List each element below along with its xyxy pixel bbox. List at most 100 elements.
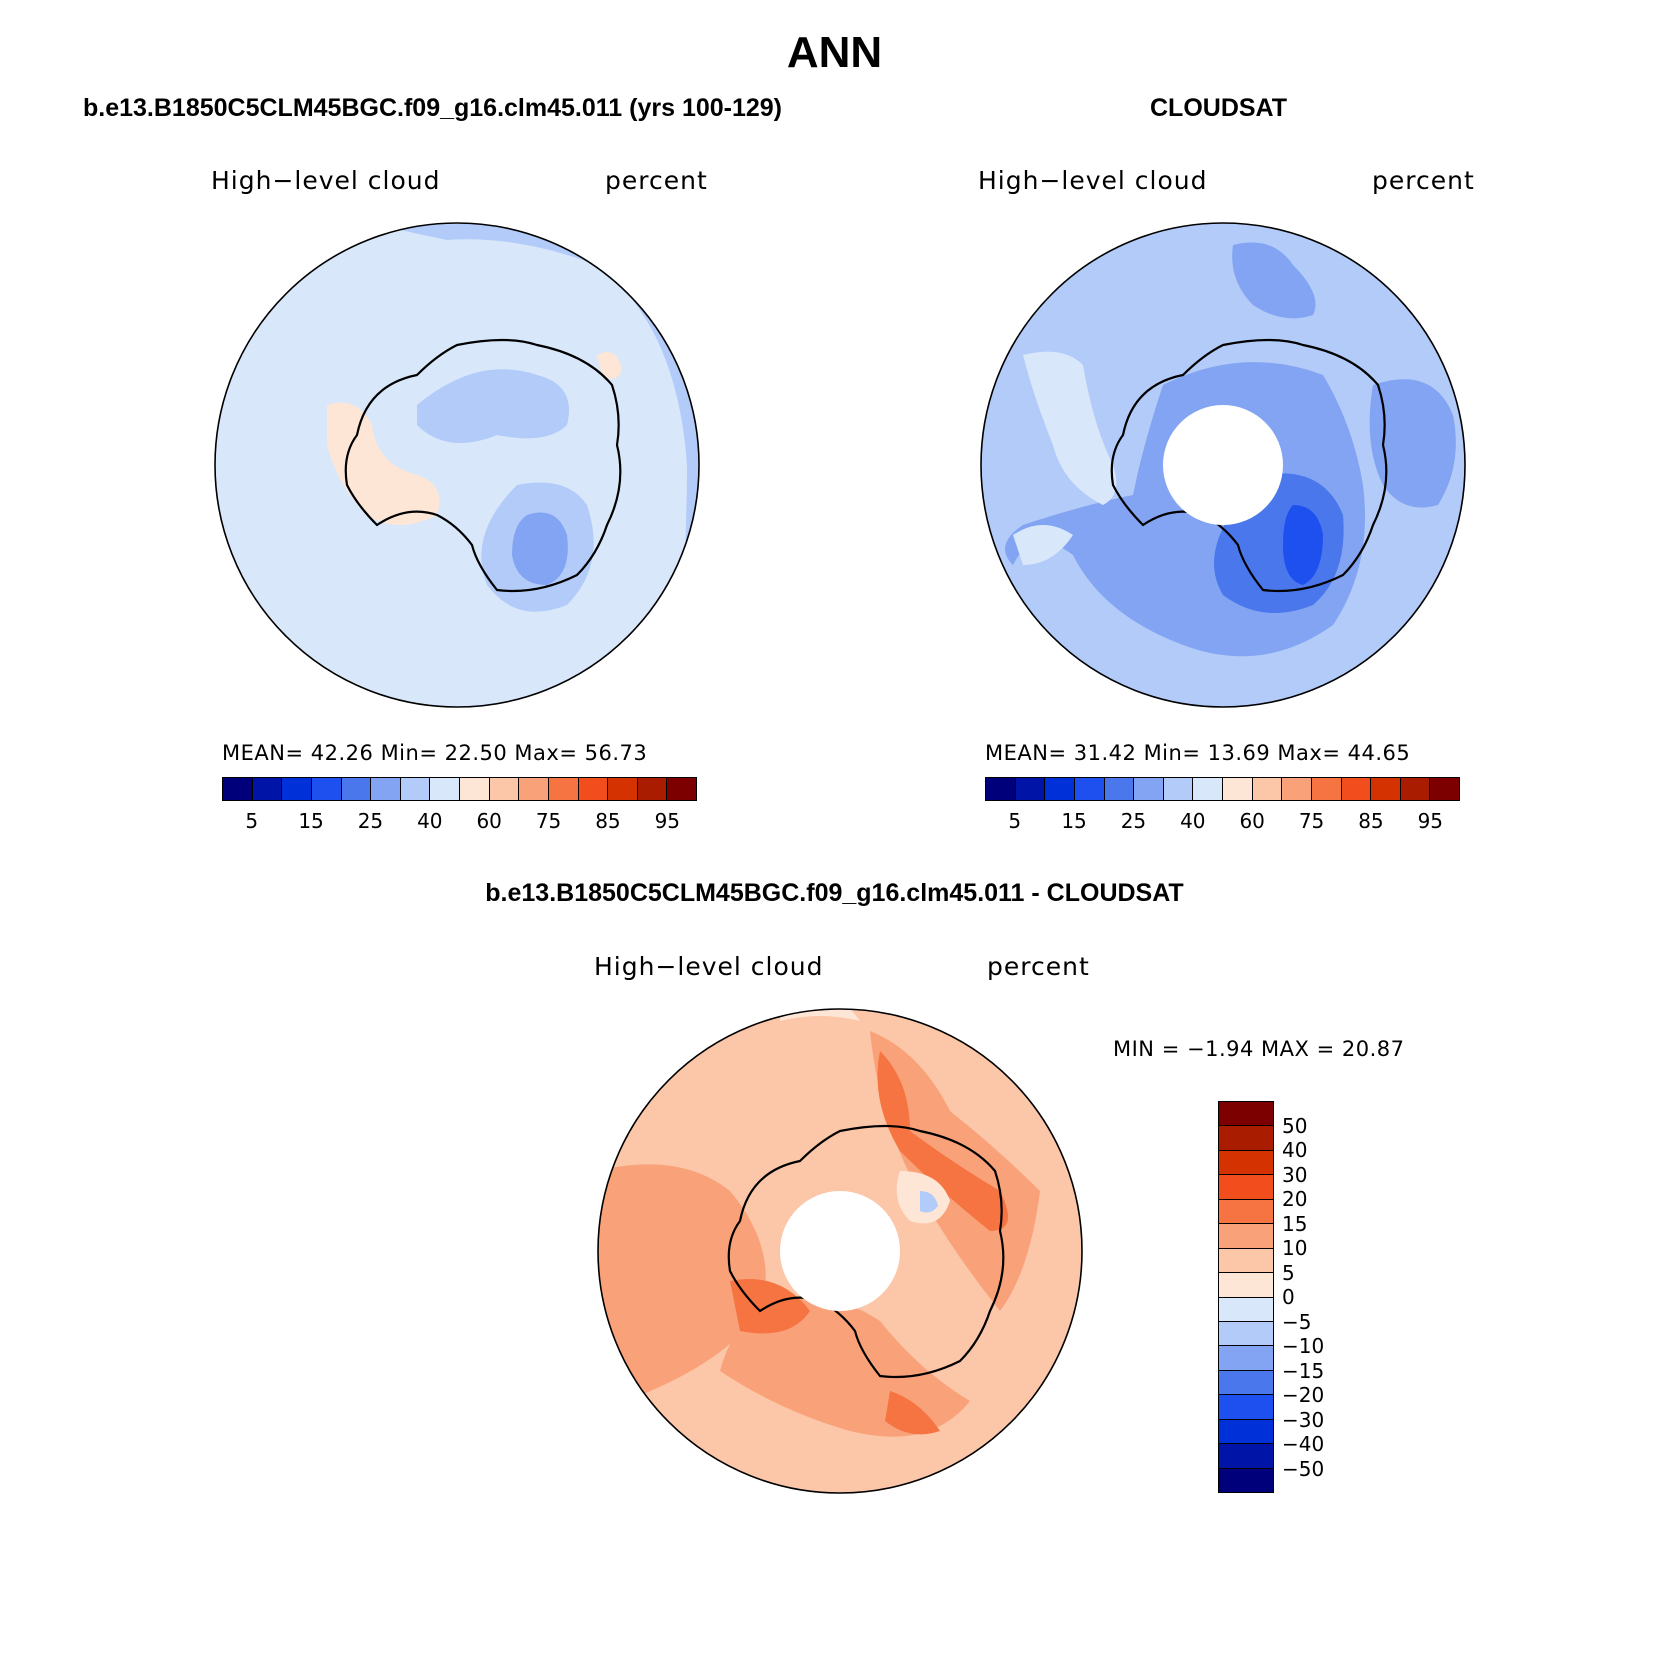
obs-colorbar-segment <box>1104 778 1135 800</box>
diff-field-east-max <box>877 1051 1008 1231</box>
model-field-coastal-high <box>597 352 622 379</box>
model-colorbar-segment <box>578 778 609 800</box>
obs-colorbar-segment <box>1311 778 1342 800</box>
obs-colorbar-segment <box>1134 778 1164 800</box>
obs-map-boundary <box>980 222 1466 708</box>
diff-colorbar-tick-label: 30 <box>1282 1162 1308 1187</box>
diff-colorbar-segment <box>1219 1248 1273 1274</box>
diff-colorbar-tick-label: 0 <box>1282 1285 1295 1309</box>
diff-colorbar-tick-label: −50 <box>1282 1456 1325 1481</box>
model-map-boundary <box>214 222 700 708</box>
obs-polar-map <box>980 222 1466 708</box>
diff-colorbar <box>1218 1101 1274 1493</box>
model-mean-label: MEAN= <box>222 741 304 765</box>
model-colorbar-segment <box>519 778 549 800</box>
model-colorbar-segment <box>667 778 696 800</box>
diff-variable-label: High−level cloud <box>594 952 824 981</box>
diff-colorbar-tick-label: 15 <box>1282 1211 1308 1236</box>
obs-max-value: 44.65 <box>1347 741 1411 765</box>
obs-antarctica-coastline <box>1110 338 1388 593</box>
diff-field-min-region <box>920 1191 938 1213</box>
obs-colorbar-ticks: 5 15 25 40 60 75 85 95 <box>985 809 1460 835</box>
diff-colorbar-tick-label: −5 <box>1282 1309 1312 1334</box>
model-colorbar-tick-label: 60 <box>476 809 502 833</box>
model-colorbar-ticks: 5 15 25 40 60 75 85 95 <box>222 809 697 835</box>
obs-field-peninsula-high <box>1023 351 1117 506</box>
obs-colorbar-tick-label: 60 <box>1239 809 1265 833</box>
diff-stats: MIN = −1.94 MAX = 20.87 <box>1113 1037 1405 1061</box>
obs-polar-data-gap <box>1163 405 1283 525</box>
diff-map-boundary <box>597 1008 1083 1494</box>
diff-colorbar-segment <box>1219 1102 1273 1127</box>
obs-field-min-region <box>1283 505 1323 585</box>
diff-colorbar-tick-label: −20 <box>1282 1383 1325 1407</box>
obs-colorbar-tick-label: 25 <box>1120 809 1147 833</box>
diff-colorbar-tick-label: −10 <box>1282 1334 1325 1358</box>
model-colorbar-segment <box>460 778 490 800</box>
model-colorbar-segment <box>282 778 312 800</box>
model-colorbar-tick-label: 95 <box>654 809 681 833</box>
model-colorbar-segment <box>223 778 253 800</box>
model-min-value: 22.50 <box>444 741 508 765</box>
model-max-label: Max= <box>514 741 578 765</box>
model-colorbar-segment <box>548 778 579 800</box>
diff-field-west-region <box>598 1164 766 1411</box>
diff-colorbar-segment <box>1219 1150 1273 1176</box>
model-field-interior-low <box>417 369 569 443</box>
diff-colorbar-segment <box>1219 1370 1273 1396</box>
diff-colorbar-segment <box>1219 1273 1273 1298</box>
model-field-background <box>215 223 699 707</box>
model-variable-label: High−level cloud <box>211 166 441 195</box>
obs-field-north-patch <box>1232 242 1316 319</box>
obs-colorbar-segment <box>986 778 1016 800</box>
obs-field-east-patch <box>1369 379 1456 508</box>
diff-colorbar-segment <box>1219 1126 1273 1151</box>
diff-max-value: 20.87 <box>1341 1037 1405 1061</box>
diff-colorbar-tick-label: 10 <box>1282 1236 1308 1260</box>
diff-colorbar-segment <box>1219 1468 1273 1492</box>
diff-colorbar-segment <box>1219 1419 1273 1445</box>
model-min-label: Min= <box>380 741 438 765</box>
obs-colorbar-tick-label: 75 <box>1298 809 1325 833</box>
model-colorbar <box>222 777 697 801</box>
diff-colorbar-segment <box>1219 1224 1273 1249</box>
obs-colorbar-tick-label: 40 <box>1180 809 1206 833</box>
model-colorbar-tick-label: 85 <box>595 809 621 833</box>
obs-stats: MEAN= 31.42 Min= 13.69 Max= 44.65 <box>985 741 1410 765</box>
obs-mean-value: 31.42 <box>1073 741 1137 765</box>
model-antarctica-coastline <box>344 338 622 593</box>
obs-colorbar-segment <box>1193 778 1223 800</box>
diff-colorbar-tick-label: −40 <box>1282 1432 1325 1456</box>
model-max-value: 56.73 <box>584 741 648 765</box>
diff-colorbar-segment <box>1219 1346 1273 1371</box>
obs-max-label: Max= <box>1277 741 1341 765</box>
obs-colorbar-segment <box>1074 778 1105 800</box>
figure-title: ANN <box>786 28 883 77</box>
obs-field-ocean-high <box>1013 525 1073 565</box>
model-colorbar-tick-label: 5 <box>245 809 259 833</box>
obs-colorbar-segment <box>1045 778 1075 800</box>
obs-colorbar-segment <box>1400 778 1431 800</box>
model-colorbar-tick-label: 40 <box>417 809 443 833</box>
model-colorbar-segment <box>311 778 342 800</box>
model-colorbar-segment <box>400 778 431 800</box>
obs-colorbar-tick-label: 85 <box>1358 809 1384 833</box>
diff-polar-map <box>597 1008 1083 1494</box>
diff-colorbar-tick-label: −15 <box>1282 1358 1325 1383</box>
obs-units-label: percent <box>1372 166 1475 195</box>
model-colorbar-tick-label: 15 <box>298 809 324 833</box>
model-field-min-region <box>512 512 568 585</box>
diff-max-label: MAX = <box>1261 1037 1335 1061</box>
obs-variable-label: High−level cloud <box>978 166 1208 195</box>
model-colorbar-segment <box>637 778 668 800</box>
diff-colorbar-tick-label: 50 <box>1282 1113 1308 1138</box>
model-case-title: b.e13.B1850C5CLM45BGC.f09_g16.clm45.011 … <box>83 94 783 122</box>
obs-colorbar-segment <box>1371 778 1401 800</box>
diff-min-label: MIN = <box>1113 1037 1180 1061</box>
obs-colorbar-segment <box>1252 778 1283 800</box>
obs-colorbar-tick-label: 95 <box>1417 809 1444 833</box>
obs-colorbar-segment <box>1015 778 1046 800</box>
diff-colorbar-tick-label: 20 <box>1282 1187 1308 1211</box>
obs-colorbar-segment <box>1163 778 1194 800</box>
diff-polar-data-gap <box>780 1191 900 1311</box>
